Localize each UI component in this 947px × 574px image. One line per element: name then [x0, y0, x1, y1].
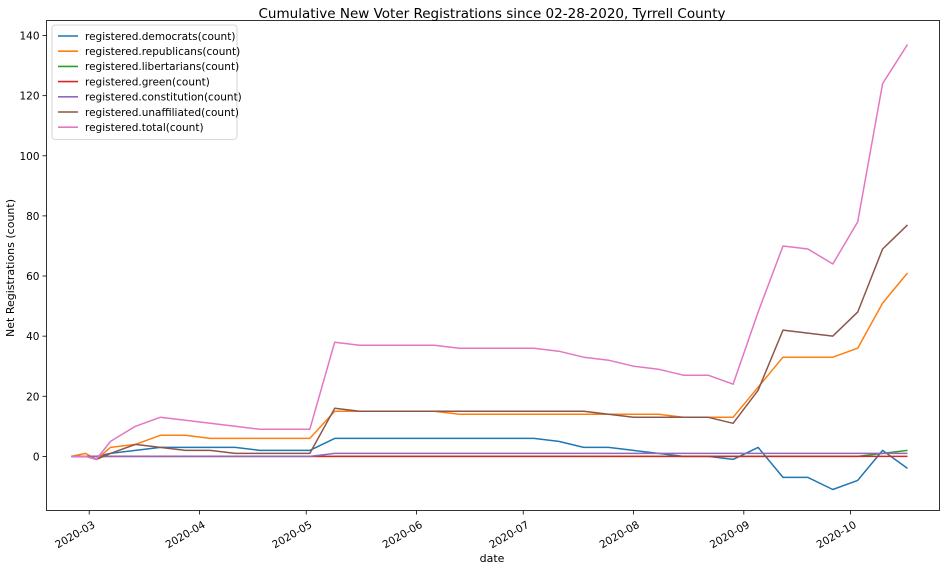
y-tick-label: 80 [26, 211, 39, 223]
x-tick-label: 2020-05 [270, 519, 314, 551]
legend-label: registered.total(count) [85, 122, 204, 134]
y-tick-label: 120 [19, 91, 39, 103]
legend-label: registered.unaffiliated(count) [85, 107, 239, 119]
legend-label: registered.green(count) [85, 76, 210, 88]
y-tick-label: 20 [26, 391, 39, 403]
y-axis-label: Net Registrations (count) [4, 199, 17, 337]
y-tick-label: 40 [26, 331, 39, 343]
x-tick-label: 2020-03 [53, 519, 97, 551]
series-line-registered-constitution-count- [71, 452, 908, 458]
x-tick-label: 2020-09 [708, 519, 752, 551]
legend-box [51, 24, 238, 140]
legend: registered.democrats(count) registered.re… [51, 24, 242, 140]
y-tick-label: 140 [19, 31, 39, 43]
series-line-registered-republicans-count- [71, 272, 909, 461]
x-tick-label: 2020-07 [487, 519, 531, 551]
legend-label: registered.republicans(count) [85, 46, 240, 58]
x-axis: 2020-03 2020-04 2020-05 2020-06 2020-07 2020-… [53, 510, 859, 551]
series-line-registered-total-count- [71, 44, 909, 461]
y-tick-label: 60 [26, 271, 39, 283]
x-axis-label: date [480, 552, 505, 565]
chart-title: Cumulative New Voter Registrations since… [259, 6, 726, 22]
y-tick-label: 0 [33, 451, 40, 463]
series-line-registered-unaffiliated-count- [71, 224, 909, 461]
legend-label: registered.democrats(count) [85, 31, 235, 43]
y-axis: 0 20 40 60 80 100 120 140 [19, 31, 47, 463]
legend-label: registered.constitution(count) [85, 92, 242, 104]
series-line-registered-democrats-count- [71, 437, 908, 491]
plot-frame [46, 20, 940, 511]
x-tick-label: 2020-08 [598, 519, 642, 551]
plot-lines [71, 44, 909, 491]
x-tick-label: 2020-10 [815, 519, 859, 551]
legend-label: registered.libertarians(count) [85, 61, 239, 73]
x-tick-label: 2020-06 [381, 519, 425, 551]
y-tick-label: 100 [19, 151, 39, 163]
x-tick-label: 2020-04 [164, 519, 208, 551]
